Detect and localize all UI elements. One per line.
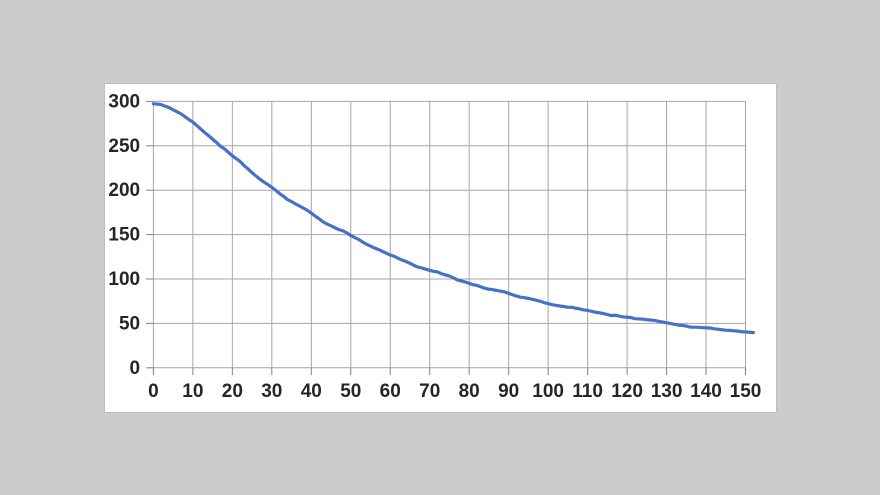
svg-text:10: 10 (182, 381, 203, 402)
svg-text:80: 80 (459, 381, 480, 402)
svg-text:300: 300 (108, 91, 140, 112)
svg-text:150: 150 (730, 381, 762, 402)
svg-text:150: 150 (108, 225, 140, 246)
svg-text:0: 0 (130, 358, 141, 379)
svg-text:130: 130 (651, 381, 683, 402)
svg-text:110: 110 (572, 381, 603, 402)
svg-text:250: 250 (108, 136, 140, 157)
svg-text:30: 30 (261, 381, 282, 402)
svg-text:0: 0 (148, 381, 159, 402)
svg-text:140: 140 (690, 381, 722, 402)
svg-text:100: 100 (532, 381, 564, 402)
svg-text:50: 50 (119, 313, 140, 334)
svg-text:40: 40 (301, 381, 322, 402)
svg-text:100: 100 (108, 269, 140, 290)
svg-text:200: 200 (108, 180, 140, 201)
svg-text:120: 120 (611, 381, 643, 402)
svg-text:60: 60 (380, 381, 401, 402)
svg-text:90: 90 (498, 381, 519, 402)
svg-text:20: 20 (222, 381, 243, 402)
svg-text:70: 70 (419, 381, 440, 402)
svg-text:50: 50 (340, 381, 361, 402)
